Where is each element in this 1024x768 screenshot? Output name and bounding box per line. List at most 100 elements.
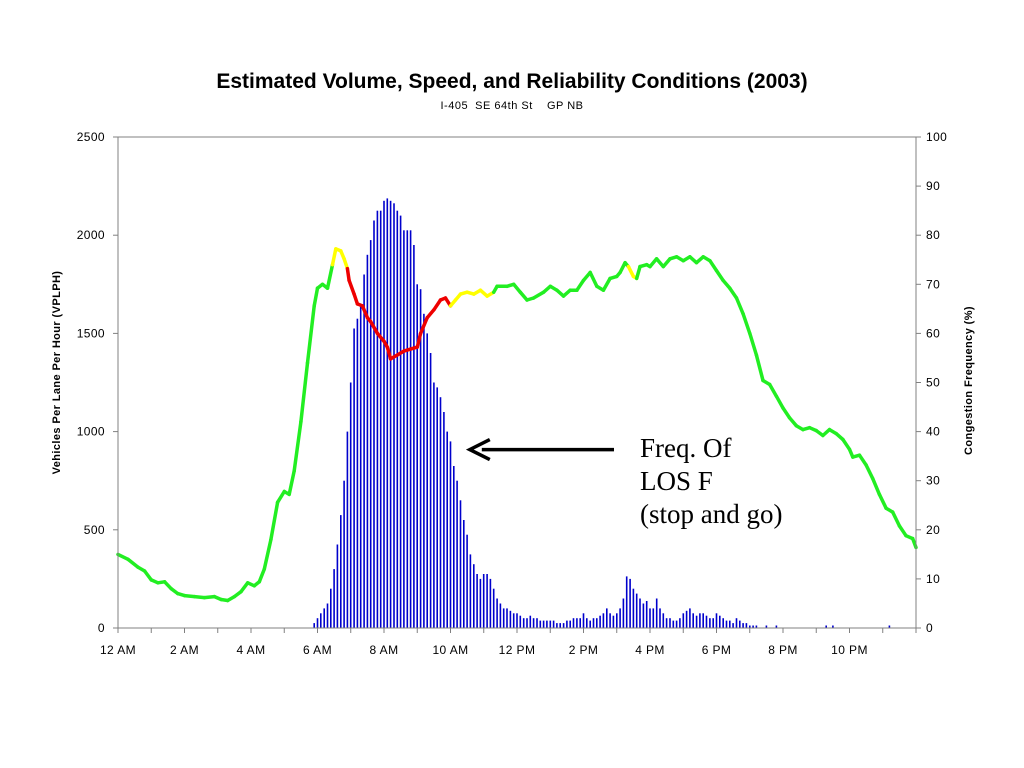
volume-line-segment — [269, 500, 280, 542]
congestion-bar — [765, 625, 768, 628]
y2-tick-label: 90 — [926, 179, 940, 193]
congestion-bar — [356, 318, 359, 628]
volume-line-segment — [748, 331, 759, 357]
congestion-bar — [506, 608, 508, 628]
volume-line-segment — [347, 278, 356, 296]
congestion-bar — [682, 613, 685, 628]
congestion-bar — [346, 431, 349, 628]
congestion-bar — [386, 198, 389, 628]
volume-line-segment — [781, 406, 792, 420]
x-tick-label: 10 AM — [432, 643, 468, 657]
congestion-bar — [326, 603, 329, 628]
congestion-bar — [519, 615, 522, 628]
congestion-bar — [453, 466, 455, 628]
volume-line-segment — [734, 296, 745, 316]
congestion-bar — [602, 613, 605, 628]
y2-tick-label: 30 — [926, 474, 940, 488]
congestion-bar — [403, 230, 405, 629]
congestion-bar — [489, 578, 492, 628]
congestion-bar — [652, 608, 655, 628]
congestion-bar — [316, 618, 319, 628]
congestion-bar — [556, 623, 558, 628]
x-tick-label: 8 PM — [768, 643, 798, 657]
congestion-bar — [449, 441, 452, 628]
volume-line-segment — [432, 298, 443, 312]
annotation-line-3: (stop and go) — [640, 499, 783, 529]
volume-line-segment — [767, 382, 779, 398]
congestion-bar — [433, 382, 435, 628]
congestion-bar — [645, 601, 648, 628]
congestion-bar — [366, 254, 369, 629]
volume-line-segment — [385, 345, 393, 361]
congestion-bar — [735, 618, 738, 628]
volume-line-segment — [330, 247, 338, 267]
congestion-bar — [522, 618, 525, 628]
congestion-bar — [473, 564, 475, 628]
y2-tick-label: 10 — [926, 572, 940, 586]
congestion-bar — [389, 200, 392, 629]
congestion-bar — [719, 615, 721, 628]
volume-line-segment — [864, 463, 875, 481]
volume-line-segment — [126, 557, 140, 569]
congestion-bar — [469, 554, 472, 628]
congestion-bar — [512, 613, 515, 628]
congestion-bar — [323, 608, 325, 628]
congestion-bar — [333, 569, 335, 628]
congestion-bar — [596, 618, 598, 628]
volume-line-segment — [601, 276, 612, 292]
volume-line-segment — [531, 290, 546, 300]
x-tick-label: 2 PM — [569, 643, 599, 657]
congestion-bar — [340, 515, 342, 628]
congestion-bar — [622, 598, 625, 628]
congestion-bar — [516, 613, 518, 628]
congestion-bar — [629, 578, 631, 628]
volume-line-segment — [418, 315, 429, 336]
congestion-bar — [456, 480, 458, 628]
bars-layer — [313, 198, 891, 629]
volume-line-segment — [871, 476, 882, 497]
volume-line-segment — [142, 569, 154, 582]
congestion-bar — [423, 313, 425, 628]
volume-line-segment — [360, 304, 370, 320]
congestion-bar — [383, 200, 385, 629]
y2-axis-title: Congestion Frequency (%) — [963, 306, 975, 455]
congestion-bar — [320, 613, 322, 628]
congestion-bar — [499, 603, 502, 628]
volume-line-segment — [325, 262, 335, 290]
congestion-bar — [343, 480, 345, 628]
congestion-bar — [635, 593, 638, 628]
y2-tick-label: 50 — [926, 376, 940, 390]
congestion-bar — [546, 620, 548, 628]
congestion-bar — [579, 618, 581, 628]
congestion-bar — [679, 618, 681, 628]
annotation-text: Freq. Of LOS F (stop and go) — [640, 432, 782, 531]
congestion-bar — [496, 598, 498, 628]
congestion-bar — [569, 620, 571, 628]
congestion-bar — [722, 618, 724, 628]
congestion-bar — [832, 625, 834, 628]
congestion-bar — [685, 610, 688, 628]
x-tick-label: 12 AM — [100, 643, 136, 657]
congestion-bar — [655, 598, 658, 628]
volume-line-segment — [116, 552, 130, 562]
congestion-bar — [399, 215, 402, 628]
congestion-bar — [463, 520, 465, 628]
congestion-bar — [443, 412, 445, 628]
volume-line-segment — [275, 489, 287, 505]
congestion-bar — [609, 613, 611, 628]
congestion-bar — [709, 618, 711, 628]
congestion-bar — [413, 245, 415, 628]
volume-line-segment — [415, 331, 423, 349]
congestion-bar — [529, 615, 532, 628]
arrow-head — [465, 438, 491, 462]
y2-tick-label: 80 — [926, 228, 940, 242]
volume-line-segment — [890, 510, 902, 528]
volume-line-segment — [857, 453, 868, 467]
congestion-bar — [775, 625, 778, 628]
y-tick-label: 2500 — [77, 130, 105, 144]
y-tick-label: 2000 — [77, 228, 105, 242]
congestion-bar — [672, 620, 675, 628]
congestion-bar — [446, 431, 448, 628]
x-tick-label: 6 PM — [702, 643, 732, 657]
x-tick-label: 12 PM — [499, 643, 536, 657]
